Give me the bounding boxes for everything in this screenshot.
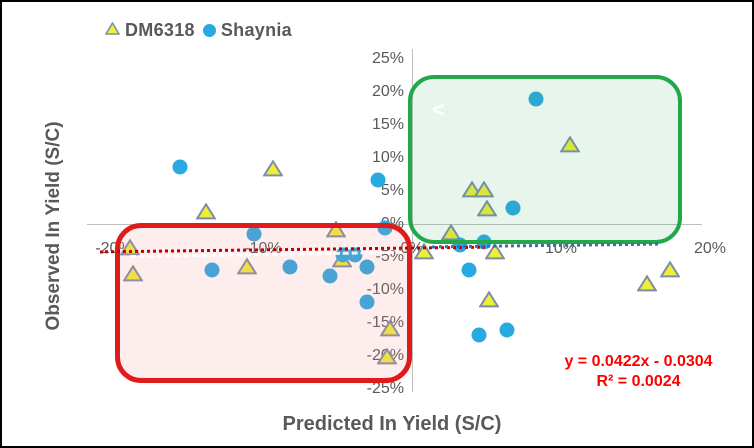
y-tick-label: 20% (371, 83, 404, 100)
shaynia-data-point (246, 226, 262, 242)
y-tick-label: 25% (371, 50, 404, 67)
shaynia-data-point (528, 91, 544, 107)
legend-label-shaynia: Shaynia (220, 20, 292, 40)
legend: DM6318 Shaynia (104, 20, 292, 41)
dm6318-data-point (440, 223, 462, 241)
dm6318-data-point (475, 199, 498, 217)
dm6318-data-point (659, 260, 681, 278)
dm6318-data-point (195, 202, 217, 220)
shaynia-data-point (370, 172, 386, 188)
y-tick-label: 5% (380, 182, 404, 199)
dm6318-data-point (636, 274, 659, 292)
y-axis-title: Observed In Yield (S/C) (43, 121, 64, 331)
y-tick-label: -10% (366, 281, 404, 298)
y-tick-label: 15% (371, 116, 404, 133)
dm6318-data-point (235, 257, 258, 275)
dm6318-data-point (379, 319, 401, 337)
equation-line: y = 0.0422x - 0.0304 (564, 353, 713, 370)
y-tick-label: -15% (366, 314, 404, 331)
dm6318-data-point (262, 159, 285, 177)
circle-marker-icon (202, 24, 216, 37)
shaynia-data-point (335, 247, 351, 263)
dm6318-data-point (484, 242, 507, 260)
shaynia-data-point (322, 268, 338, 284)
shaynia-data-point (471, 327, 487, 343)
dm6318-data-point (478, 290, 501, 308)
shaynia-data-point (172, 159, 188, 175)
y-tick-label: 10% (371, 149, 404, 166)
shaynia-data-point (505, 200, 521, 216)
x-axis-title: Predicted In Yield (S/C) (282, 413, 502, 435)
dm6318-data-point (122, 264, 144, 282)
dm6318-data-point (413, 242, 435, 260)
trendline-equation: y = 0.0422x - 0.0304 R² = 0.0024 (541, 352, 736, 392)
x-tick-label: 10% (544, 240, 578, 257)
y-tick-label: -25% (366, 380, 404, 397)
dm6318-data-point (559, 135, 581, 153)
green-highlight-box (408, 75, 682, 244)
red-highlight-box (115, 223, 412, 383)
shaynia-data-point (359, 259, 375, 275)
shaynia-data-point (499, 322, 515, 338)
legend-item-dm6318: DM6318 (104, 20, 195, 41)
legend-label-dm6318: DM6318 (125, 20, 195, 40)
legend-item-shaynia: Shaynia (202, 20, 292, 41)
dm6318-data-point (325, 220, 347, 238)
y-tick-label: -5% (375, 248, 404, 265)
r-squared-line: R² = 0.0024 (596, 373, 681, 390)
triangle-marker-icon (104, 20, 121, 40)
shaynia-data-point (282, 259, 298, 275)
shaynia-data-point (359, 294, 375, 310)
shaynia-data-point (204, 262, 220, 278)
x-tick-label: 20% (693, 240, 727, 257)
chevron-left-icon: < (432, 97, 445, 122)
shaynia-data-point (347, 247, 363, 263)
x-tick-label: -10% (244, 240, 282, 257)
shaynia-data-point (461, 262, 477, 278)
dm6318-data-point (472, 180, 495, 197)
